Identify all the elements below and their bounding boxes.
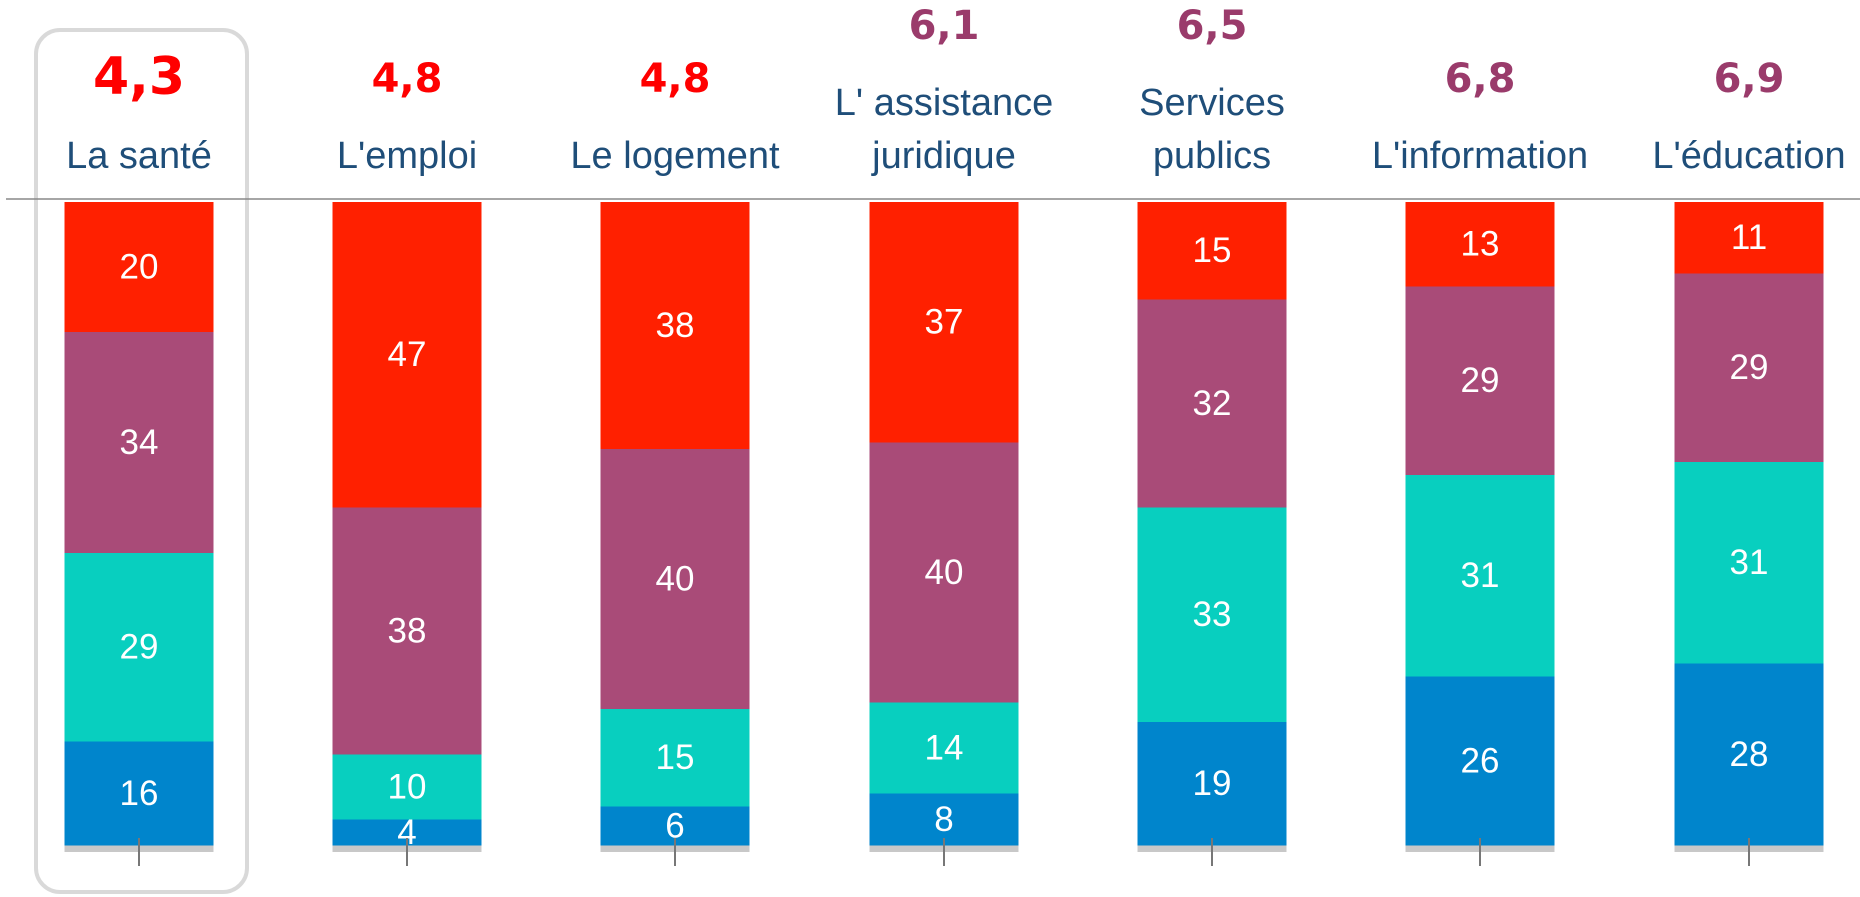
bar-segment xyxy=(332,507,482,755)
score-label: 4,8 xyxy=(640,56,711,102)
bar-segment xyxy=(64,202,214,332)
bar-segment xyxy=(869,702,1019,794)
score-label: 4,8 xyxy=(372,56,443,102)
value-label: 19 xyxy=(1193,764,1232,803)
value-label: 6 xyxy=(665,806,684,845)
category-label: L' assistance xyxy=(835,82,1053,124)
value-label: 15 xyxy=(656,738,695,777)
bar-segment xyxy=(1405,202,1555,287)
value-label: 40 xyxy=(656,559,695,598)
category-label: juridique xyxy=(871,135,1016,177)
category-label: La santé xyxy=(66,135,212,177)
value-label: 34 xyxy=(120,423,159,462)
score-label: 4,3 xyxy=(93,47,185,107)
value-label: 8 xyxy=(934,800,953,839)
bar-segment xyxy=(1674,462,1824,664)
value-label: 14 xyxy=(925,728,964,767)
bar-segment xyxy=(600,709,750,807)
bar-segment xyxy=(1137,202,1287,300)
value-label: 38 xyxy=(656,306,695,345)
bar-segment xyxy=(332,202,482,508)
value-label: 29 xyxy=(1730,348,1769,387)
value-label: 33 xyxy=(1193,595,1232,634)
bar-segment xyxy=(64,332,214,553)
value-label: 20 xyxy=(120,247,159,286)
bar-segment xyxy=(1137,507,1287,722)
bar-segment xyxy=(64,741,214,846)
score-label: 6,8 xyxy=(1445,56,1516,102)
category-label: L'éducation xyxy=(1652,135,1845,177)
value-label: 26 xyxy=(1461,741,1500,780)
bar-segment xyxy=(332,754,482,820)
value-label: 4 xyxy=(397,813,416,852)
value-label: 29 xyxy=(120,628,159,667)
bar-segment xyxy=(869,793,1019,846)
bar-segment xyxy=(1405,475,1555,677)
value-label: 32 xyxy=(1193,384,1232,423)
highlight-box xyxy=(34,28,249,894)
bar-segment xyxy=(600,449,750,709)
value-label: 15 xyxy=(1193,231,1232,270)
score-label: 6,9 xyxy=(1714,56,1785,102)
bar-segment xyxy=(1137,299,1287,508)
category-label: L'emploi xyxy=(337,135,477,177)
value-label: 31 xyxy=(1730,543,1769,582)
value-label: 28 xyxy=(1730,735,1769,774)
bar-segment xyxy=(64,553,214,742)
score-label: 6,1 xyxy=(909,3,980,49)
bar-segment xyxy=(1137,722,1287,846)
bar-segment xyxy=(1674,273,1824,462)
value-label: 16 xyxy=(120,774,159,813)
category-label: Le logement xyxy=(570,135,780,177)
value-label: 38 xyxy=(388,611,427,650)
bar-segment xyxy=(869,202,1019,443)
value-label: 31 xyxy=(1461,556,1500,595)
bar-segment xyxy=(600,202,750,449)
value-label: 11 xyxy=(1731,218,1767,257)
value-label: 47 xyxy=(388,335,427,374)
category-label: L'information xyxy=(1372,135,1588,177)
value-label: 10 xyxy=(388,767,427,806)
bar-segment xyxy=(1674,202,1824,274)
value-label: 13 xyxy=(1461,225,1500,264)
bar-segment xyxy=(1405,676,1555,846)
category-label: Services xyxy=(1139,82,1285,124)
value-label: 40 xyxy=(925,553,964,592)
bar-segment xyxy=(1674,663,1824,846)
value-label: 29 xyxy=(1461,361,1500,400)
bar-segment xyxy=(1405,286,1555,475)
category-label: publics xyxy=(1153,135,1271,177)
bar-segment xyxy=(869,442,1019,703)
score-label: 6,5 xyxy=(1177,3,1248,49)
value-label: 37 xyxy=(925,303,964,342)
